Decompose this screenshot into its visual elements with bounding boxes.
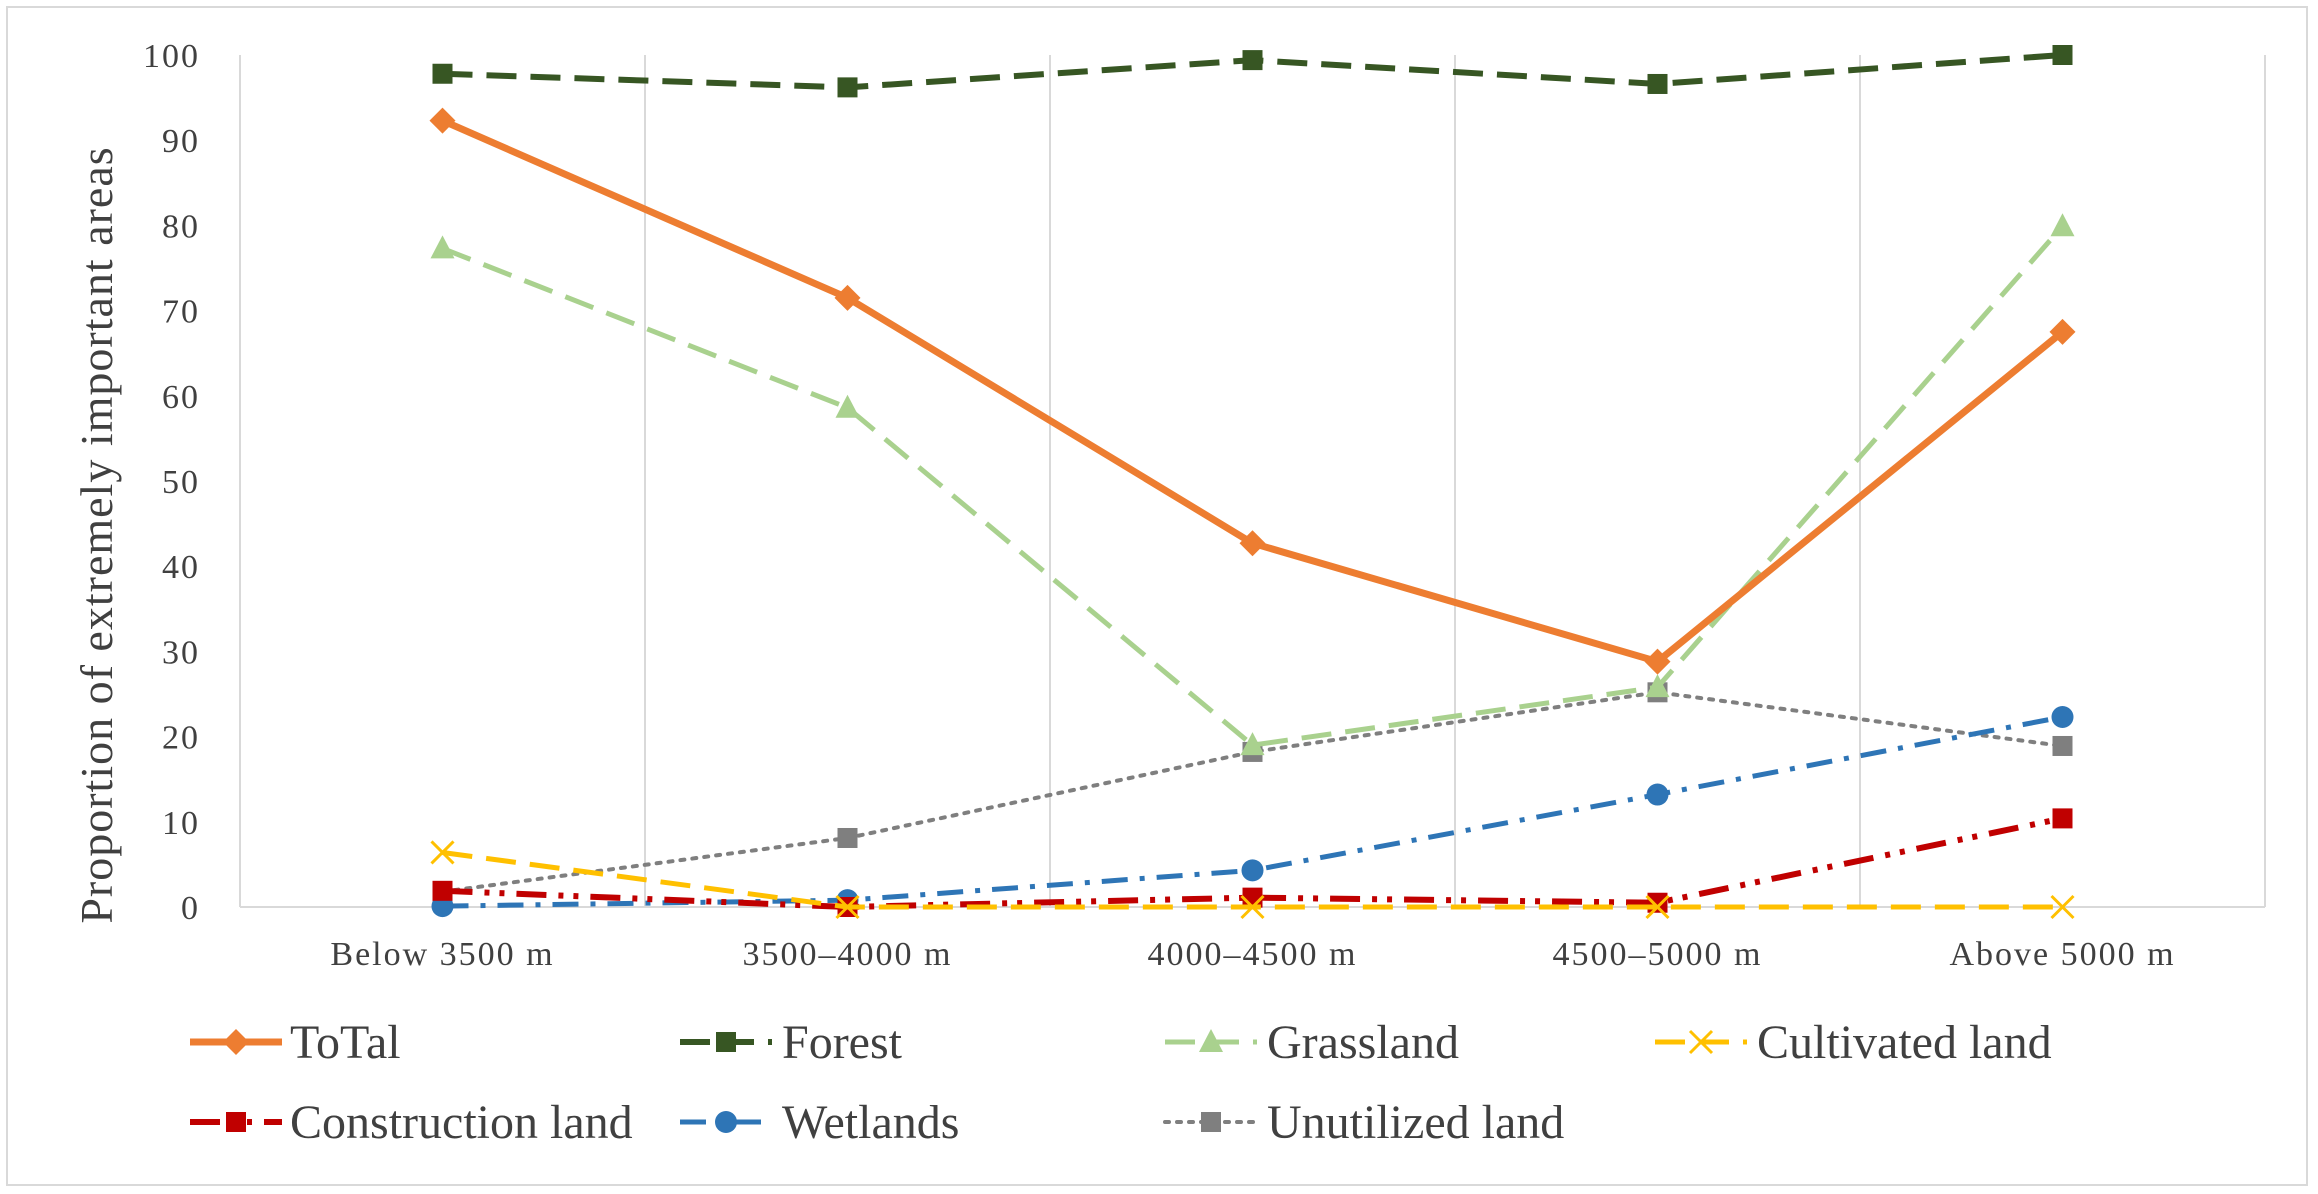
- y-tick-label: 40: [162, 549, 200, 586]
- x-tick-label: Below 3500 m: [330, 936, 554, 973]
- legend-swatch-marker: [223, 1029, 249, 1055]
- legend-label: Construction land: [290, 1096, 633, 1149]
- series-forest: [432, 45, 2073, 98]
- x-tick-label: 4500–5000 m: [1553, 936, 1763, 973]
- y-tick-label: 10: [162, 805, 200, 842]
- data-point-cultivated-land: [1645, 894, 1670, 920]
- legend-item-cultivated-land: Cultivated land: [1655, 1016, 2052, 1069]
- legend-label: ToTal: [290, 1016, 401, 1069]
- series-line-grassland: [441, 224, 2065, 748]
- series-line-unutilized-land: [440, 690, 2065, 894]
- data-point-forest: [1242, 50, 1263, 71]
- series-line-total: [441, 117, 2065, 666]
- y-tick-label: 100: [143, 38, 200, 75]
- x-tick-label: 3500–4000 m: [743, 936, 953, 973]
- grid-lines: [239, 55, 2266, 908]
- data-point-grassland: [1240, 732, 1265, 756]
- data-point-cultivated-land: [2050, 894, 2075, 920]
- data-point-grassland: [430, 235, 455, 259]
- y-tick-label: 0: [181, 890, 200, 927]
- legend-swatch-marker: [1688, 1029, 1714, 1055]
- legend: ToTal Forest Grassland Cultivated land Const…: [190, 1016, 2052, 1149]
- legend-item-forest: Forest: [680, 1016, 903, 1069]
- data-point-construction-land: [432, 880, 453, 901]
- data-point-total: [1239, 530, 1266, 557]
- series-line-construction-land: [442, 815, 2064, 910]
- y-tick-label: 70: [162, 294, 200, 331]
- y-tick-label: 90: [162, 123, 200, 160]
- legend-label: Forest: [782, 1016, 903, 1069]
- legend-item-construction-land: Construction land: [190, 1096, 633, 1149]
- data-point-unutilized-land: [2052, 735, 2073, 756]
- data-point-total: [2049, 318, 2076, 345]
- x-tick-label: Above 5000 m: [1949, 936, 2175, 973]
- y-tick-label: 80: [162, 208, 200, 245]
- legend-label: Unutilized land: [1267, 1096, 1564, 1149]
- chart-frame: [6, 6, 2308, 1186]
- data-point-total: [1644, 648, 1671, 675]
- series-cultivated-land: [430, 840, 2075, 920]
- legend-label: Wetlands: [782, 1096, 959, 1149]
- data-point-grassland: [1645, 674, 1670, 698]
- legend-swatch-marker: [715, 1111, 737, 1133]
- y-axis-ticks: 0 10 20 30 40 50 60 70 80 90 100: [143, 38, 200, 927]
- data-point-total: [429, 107, 456, 134]
- legend-label: Grassland: [1267, 1016, 1459, 1069]
- data-point-wetlands: [1241, 859, 1264, 882]
- legend-item-total: ToTal: [190, 1016, 401, 1069]
- data-point-forest: [2052, 45, 2073, 65]
- data-point-cultivated-land: [430, 840, 455, 865]
- data-point-unutilized-land: [837, 827, 858, 848]
- series-total: [429, 107, 2076, 675]
- y-tick-label: 30: [162, 634, 200, 671]
- y-axis-label: Proportion of extremely important areas: [71, 146, 122, 923]
- legend-item-grassland: Grassland: [1165, 1016, 1459, 1069]
- data-point-cultivated-land: [1240, 894, 1265, 920]
- legend-swatch-marker: [716, 1032, 736, 1052]
- y-tick-label: 20: [162, 720, 200, 757]
- data-point-wetlands: [2051, 706, 2074, 729]
- data-point-forest: [837, 77, 858, 98]
- legend-item-unutilized-land: Unutilized land: [1163, 1096, 1564, 1149]
- data-point-grassland: [835, 394, 860, 418]
- y-tick-label: 50: [162, 464, 200, 501]
- data-point-construction-land: [2052, 808, 2073, 829]
- legend-item-wetlands: Wetlands: [680, 1096, 959, 1149]
- legend-swatch-marker: [1199, 1029, 1223, 1052]
- data-point-forest: [1647, 73, 1668, 94]
- x-axis-ticks: Below 3500 m 3500–4000 m 4000–4500 m 4500–5…: [330, 936, 2175, 973]
- data-point-forest: [432, 63, 453, 84]
- data-point-construction-land: [1647, 892, 1668, 913]
- legend-swatch-marker: [226, 1112, 246, 1132]
- series-layer: [429, 45, 2076, 920]
- data-point-total: [834, 284, 861, 311]
- legend-swatch-marker: [1201, 1112, 1221, 1132]
- data-point-wetlands: [1646, 783, 1669, 806]
- series-grassland: [430, 213, 2075, 756]
- x-tick-label: 4000–4500 m: [1148, 936, 1358, 973]
- y-tick-label: 60: [162, 379, 200, 416]
- data-point-cultivated-land: [835, 894, 860, 920]
- data-point-grassland: [2050, 213, 2075, 237]
- legend-label: Cultivated land: [1757, 1016, 2052, 1069]
